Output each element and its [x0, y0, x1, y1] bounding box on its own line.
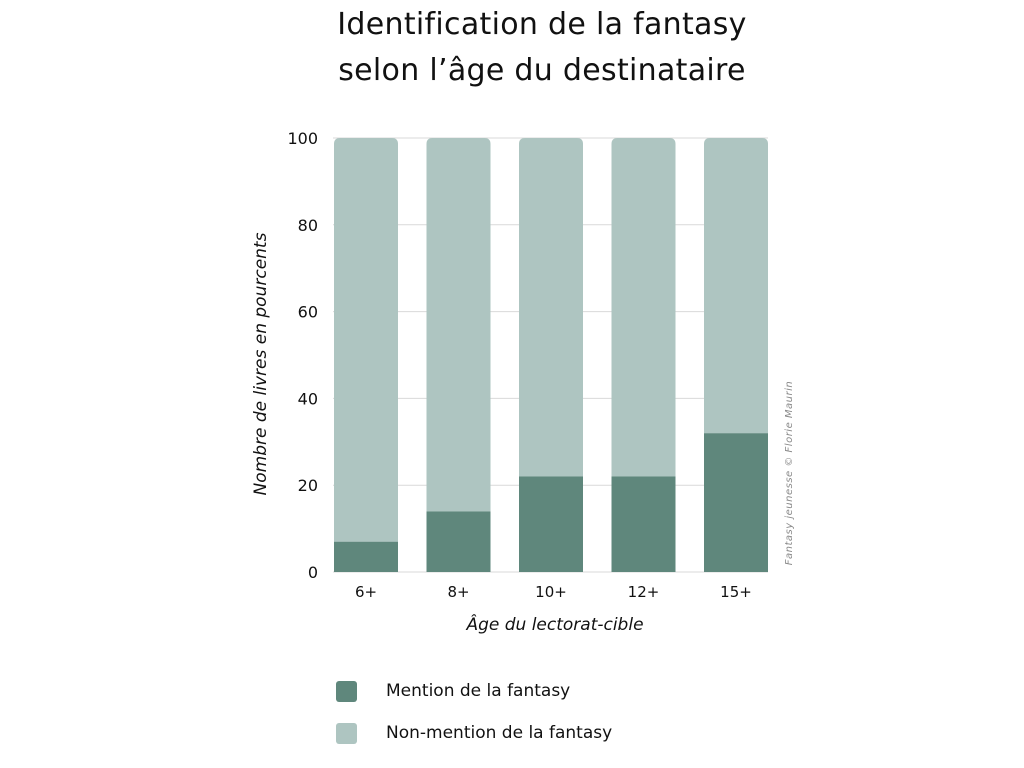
x-tick-label: 8+ — [447, 583, 469, 601]
chart-credit: Fantasy jeunesse © Florie Maurin — [784, 381, 795, 565]
bar-mention-6plus — [334, 541, 398, 572]
chart-title-line-2: selon l’âge du destinataire — [338, 53, 746, 88]
bar-mention-12plus — [611, 476, 676, 572]
bars — [334, 138, 768, 572]
y-tick-label: 0 — [308, 563, 318, 582]
chart-title-line-1: Identification de la fantasy — [337, 7, 747, 42]
legend-swatch-non-mention — [336, 722, 357, 744]
legend-item-non-mention: Non-mention de la fantasy — [336, 712, 612, 754]
bar-non-mention-6plus — [334, 138, 398, 542]
y-tick-label: 20 — [298, 476, 318, 495]
y-tick-label: 40 — [298, 389, 318, 408]
legend-swatch-mention — [336, 680, 357, 702]
legend-label-mention: Mention de la fantasy — [386, 681, 571, 701]
x-tick-label: 15+ — [720, 583, 752, 601]
bar-non-mention-8plus — [426, 138, 491, 512]
y-tick-label: 80 — [298, 216, 318, 235]
x-tick-label: 10+ — [535, 583, 567, 601]
x-tick-label: 12+ — [628, 583, 660, 601]
bar-mention-8plus — [426, 511, 491, 572]
y-axis-ticks: 0 20 40 60 80 100 — [287, 129, 318, 582]
legend: Mention de la fantasy Non-mention de la … — [336, 670, 612, 754]
bar-mention-15plus — [704, 433, 768, 572]
legend-label-non-mention: Non-mention de la fantasy — [386, 723, 613, 743]
bar-non-mention-12plus — [611, 138, 676, 477]
y-tick-label: 100 — [287, 129, 318, 148]
legend-item-mention: Mention de la fantasy — [336, 670, 612, 712]
bar-mention-10plus — [519, 476, 583, 572]
bar-non-mention-10plus — [519, 138, 583, 477]
chart-title: Identification de la fantasy selon l’âge… — [262, 2, 822, 94]
x-axis-label: Âge du lectorat-cible — [465, 613, 643, 635]
x-axis-ticks: 6+ 8+ 10+ 12+ 15+ — [355, 583, 752, 601]
x-tick-label: 6+ — [355, 583, 377, 601]
y-axis-label: Nombre de livres en pourcents — [251, 232, 271, 495]
y-tick-label: 60 — [298, 303, 318, 322]
bar-non-mention-15plus — [704, 138, 768, 434]
